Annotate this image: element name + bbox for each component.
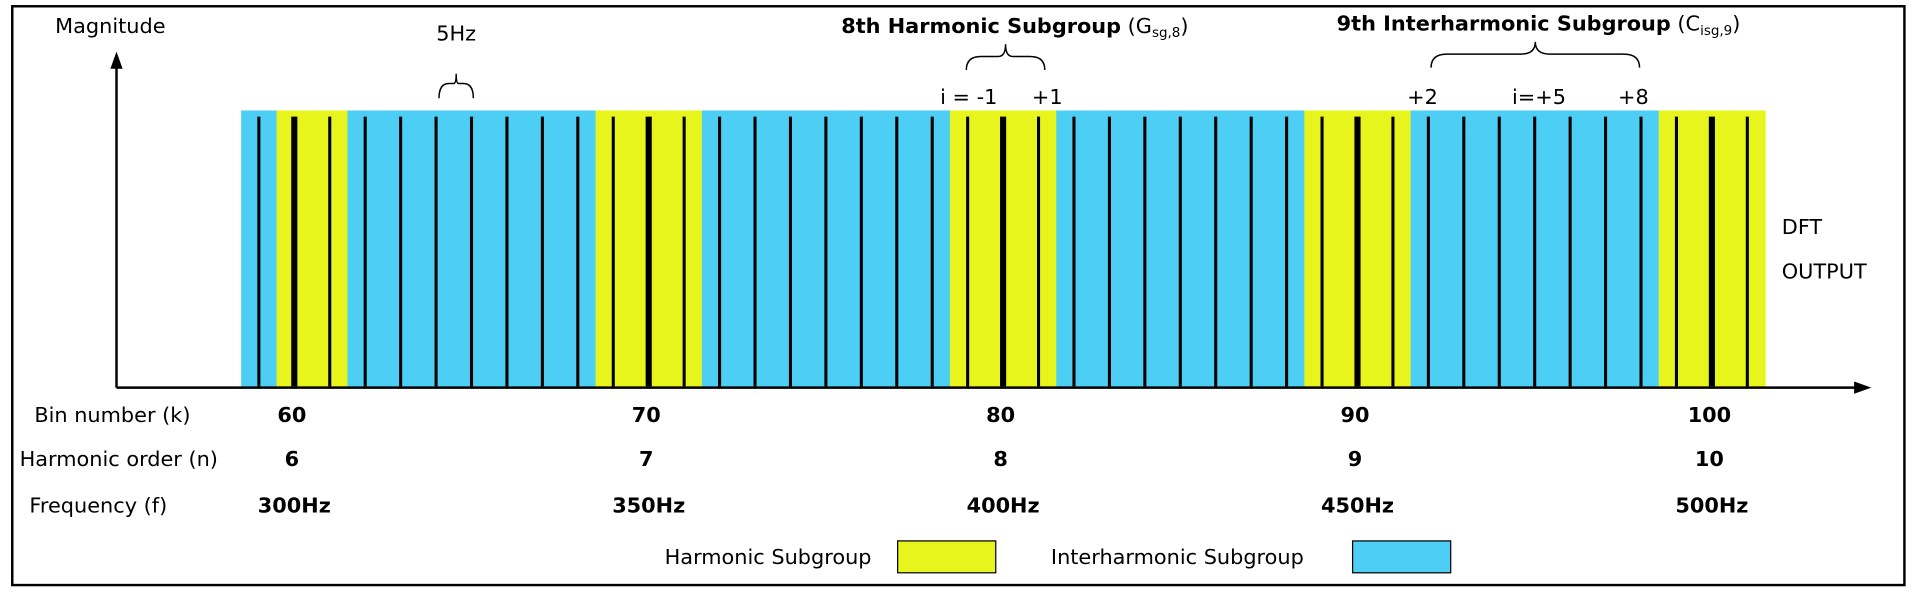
row-label: Harmonic order (n) [20, 447, 218, 471]
bin-number: 60 [277, 403, 306, 427]
subscript: isg,9 [1700, 23, 1732, 39]
x-arrow [1854, 381, 1872, 394]
legend-swatch [897, 540, 997, 574]
index-label: i=+5 [1512, 85, 1566, 109]
bin-number: 90 [1341, 403, 1370, 427]
y-label: Magnitude [55, 14, 165, 38]
index-label: i = -1 [940, 85, 997, 109]
symbol: (C [1677, 12, 1700, 36]
row-label: Frequency (f) [29, 494, 167, 518]
frequency: 350Hz [612, 494, 685, 518]
harmonic-order: 8 [993, 447, 1007, 471]
index-label: +8 [1618, 85, 1649, 109]
output-label: DFT [1782, 215, 1823, 239]
bins [241, 110, 1766, 388]
subgroup-title: 8th Harmonic Subgroup (Gsg,8) [841, 14, 1188, 41]
harmonic-order: 10 [1695, 447, 1724, 471]
legend-label: Harmonic Subgroup [665, 545, 872, 569]
close: ) [1732, 12, 1740, 36]
frequency: 300Hz [258, 494, 331, 518]
row-label: Bin number (k) [34, 403, 190, 427]
output-label: OUTPUT [1782, 259, 1867, 283]
legend-swatch [1351, 540, 1452, 574]
bin-width: 5Hz [436, 21, 476, 45]
symbol: (G [1128, 14, 1152, 38]
brace [1430, 41, 1641, 68]
brace [965, 44, 1046, 71]
bin-number: 80 [986, 403, 1015, 427]
harmonic-order: 9 [1348, 447, 1363, 471]
subgroup-title: 9th Interharmonic Subgroup (Cisg,9) [1337, 12, 1741, 39]
index-label: +1 [1032, 85, 1063, 109]
title: 8th Harmonic Subgroup [841, 14, 1121, 38]
brace [438, 73, 475, 99]
harmonic-order: 7 [639, 447, 653, 471]
y-arrow [110, 51, 123, 69]
close: ) [1180, 14, 1188, 38]
bin-number: 70 [632, 403, 661, 427]
frequency: 450Hz [1321, 494, 1394, 518]
title: 9th Interharmonic Subgroup [1337, 12, 1671, 36]
harmonic-order: 6 [285, 447, 299, 471]
legend-label: Interharmonic Subgroup [1051, 545, 1304, 569]
frequency: 400Hz [967, 494, 1040, 518]
subscript: sg,8 [1152, 25, 1180, 41]
bin-number: 100 [1688, 403, 1731, 427]
index-label: +2 [1407, 85, 1438, 109]
frequency: 500Hz [1675, 494, 1748, 518]
